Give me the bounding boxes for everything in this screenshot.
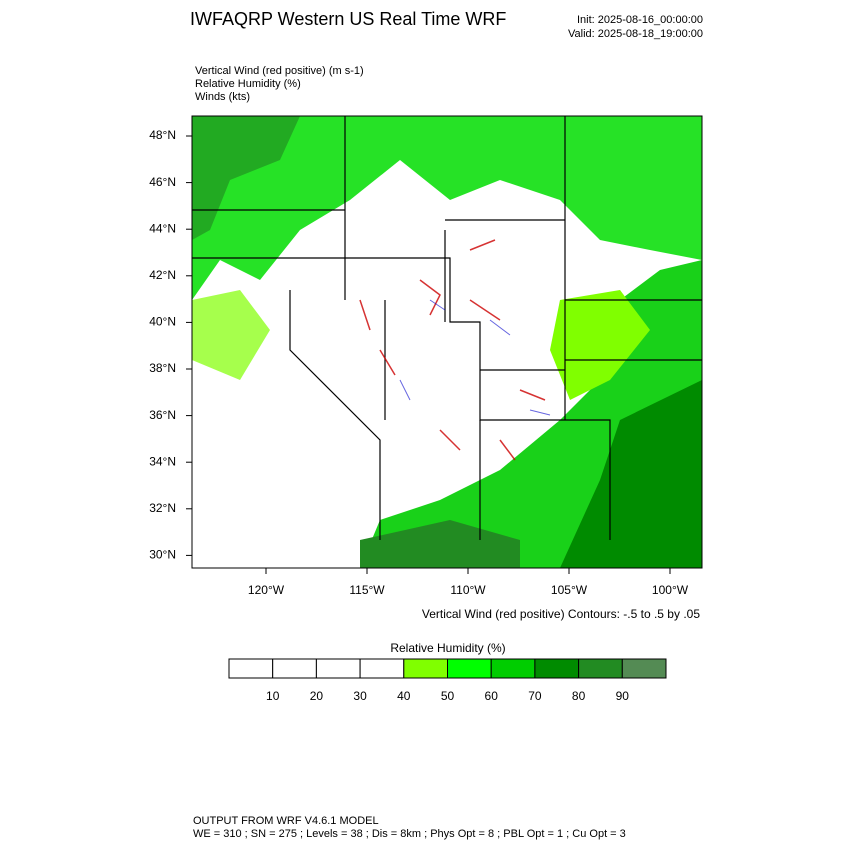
lon-label: 105°W: [551, 583, 588, 597]
lat-label: 40°N: [149, 315, 176, 329]
colorbar-tick-label: 60: [485, 689, 499, 703]
colorbar-tick-label: 90: [616, 689, 630, 703]
lon-label: 100°W: [652, 583, 689, 597]
colorbar-tick-label: 30: [353, 689, 367, 703]
lon-label: 115°W: [349, 583, 385, 597]
footer-line: WE = 310 ; SN = 275 ; Levels = 38 ; Dis …: [193, 828, 626, 840]
lat-label: 34°N: [149, 454, 176, 468]
init-time: Init: 2025-08-16_00:00:00: [577, 14, 703, 26]
colorbar-box: [359, 658, 405, 679]
colorbar-box: [315, 658, 361, 679]
colorbar-box: [403, 658, 448, 679]
colorbar-title: Relative Humidity (%): [390, 641, 505, 655]
colorbar-tick-label: 10: [266, 689, 280, 703]
lat-label: 38°N: [149, 361, 176, 375]
colorbar: 10 20 30 40 50 60 70 80 90: [228, 658, 667, 703]
contour-note: Vertical Wind (red positive) Contours: -…: [422, 607, 700, 621]
colorbar-box: [578, 658, 623, 679]
colorbar-tick-label: 50: [441, 689, 455, 703]
valid-time: Valid: 2025-08-18_19:00:00: [568, 28, 703, 40]
title: IWFAQRP Western US Real Time WRF: [190, 9, 506, 29]
lon-label: 120°W: [248, 583, 285, 597]
lat-label: 42°N: [149, 268, 176, 282]
lat-labels: 48°N 46°N 44°N 42°N 40°N 38°N 36°N 34°N 32°N 30°N: [149, 128, 192, 562]
colorbar-box: [534, 658, 580, 679]
field-label: Vertical Wind (red positive) (m s-1): [195, 65, 364, 77]
colorbar-box: [272, 658, 317, 679]
footer-line: OUTPUT FROM WRF V4.6.1 MODEL: [193, 815, 379, 827]
map: [191, 115, 703, 569]
field-label: Relative Humidity (%): [195, 78, 301, 90]
lat-label: 48°N: [149, 128, 176, 142]
lon-label: 110°W: [450, 583, 486, 597]
field-label: Winds (kts): [195, 91, 250, 103]
colorbar-box: [228, 658, 274, 679]
colorbar-tick-label: 80: [572, 689, 586, 703]
lat-label: 32°N: [149, 501, 176, 515]
lat-label: 44°N: [149, 221, 176, 235]
lon-labels: 120°W 115°W 110°W 105°W 100°W: [248, 568, 689, 597]
lat-label: 36°N: [149, 408, 176, 422]
lat-label: 46°N: [149, 175, 176, 189]
colorbar-box: [447, 658, 492, 679]
lat-label: 30°N: [149, 548, 176, 562]
colorbar-tick-label: 70: [528, 689, 542, 703]
colorbar-tick-label: 20: [310, 689, 324, 703]
colorbar-box: [490, 658, 536, 679]
colorbar-box: [621, 658, 667, 679]
colorbar-tick-label: 40: [397, 689, 411, 703]
